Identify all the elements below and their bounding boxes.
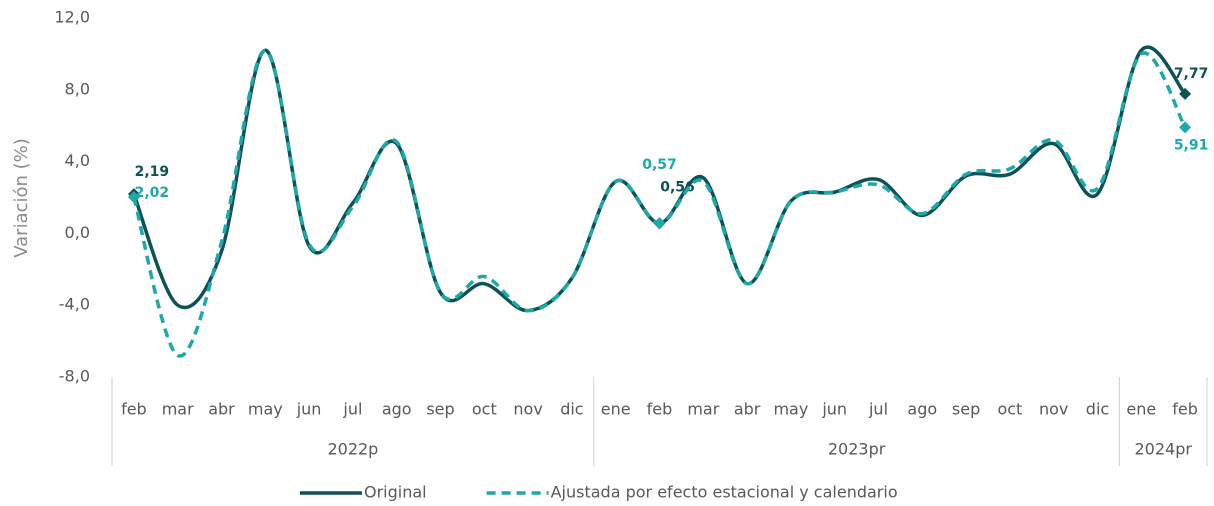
- x-tick-label: mar: [687, 400, 719, 419]
- legend-label: Original: [364, 483, 427, 502]
- x-tick-label: dic: [1086, 400, 1109, 419]
- group-label: 2022p: [327, 440, 378, 459]
- y-axis-label: Variación (%): [11, 138, 32, 258]
- x-tick-label: feb: [121, 400, 147, 419]
- data-label: 2,02: [135, 185, 170, 201]
- y-tick-label: 8,0: [65, 79, 90, 98]
- x-tick-label: may: [773, 400, 808, 419]
- x-tick-label: mar: [162, 400, 194, 419]
- group-label: 2024pr: [1134, 440, 1192, 459]
- data-label: 2,19: [135, 164, 170, 180]
- x-tick-label: jul: [868, 400, 888, 419]
- x-tick-label: ago: [907, 400, 937, 419]
- point-marker: [653, 217, 666, 230]
- x-tick-label: dic: [560, 400, 583, 419]
- x-tick-label: abr: [734, 400, 761, 419]
- x-tick-label: ago: [382, 400, 412, 419]
- x-tick-label: jul: [342, 400, 362, 419]
- legend-label: Ajustada por efecto estacional y calenda…: [551, 483, 898, 502]
- x-tick-label: nov: [513, 400, 542, 419]
- y-tick-label: 4,0: [65, 151, 90, 170]
- point-marker: [1179, 87, 1192, 100]
- x-tick-label: sep: [952, 400, 980, 419]
- group-label: 2023pr: [828, 440, 886, 459]
- x-tick-label: ene: [601, 400, 631, 419]
- point-marker: [1179, 121, 1192, 134]
- y-tick-label: 12,0: [54, 8, 90, 27]
- y-tick-label: -8,0: [59, 367, 90, 386]
- x-tick-label: jun: [821, 400, 847, 419]
- y-tick-label: -4,0: [59, 295, 90, 314]
- x-tick-label: ene: [1126, 400, 1156, 419]
- x-tick-label: oct: [472, 400, 497, 419]
- x-tick-label: oct: [997, 400, 1022, 419]
- x-tick-label: feb: [647, 400, 673, 419]
- x-tick-label: feb: [1172, 400, 1198, 419]
- x-tick-label: may: [248, 400, 283, 419]
- x-tick-label: abr: [208, 400, 235, 419]
- x-tick-label: jun: [296, 400, 322, 419]
- data-label: 0,57: [642, 157, 677, 173]
- x-tick-label: sep: [426, 400, 454, 419]
- x-tick-label: nov: [1039, 400, 1068, 419]
- data-label: 7,77: [1174, 66, 1209, 82]
- series-line: [132, 48, 1187, 358]
- point-marker: [127, 191, 140, 204]
- y-tick-label: 0,0: [65, 223, 90, 242]
- data-label: 5,91: [1174, 137, 1209, 153]
